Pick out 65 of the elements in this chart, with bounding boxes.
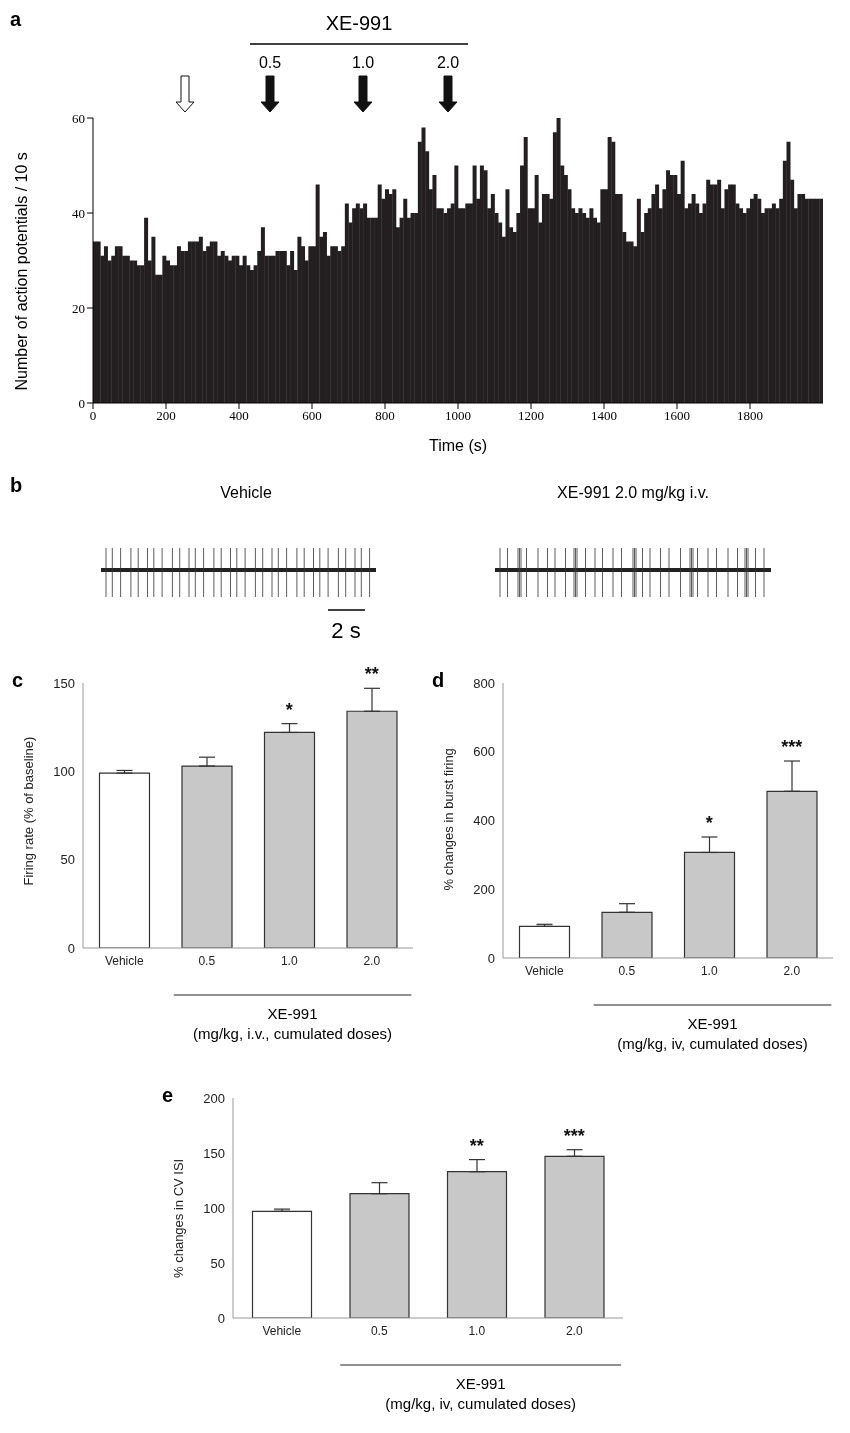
text: d bbox=[432, 669, 445, 691]
x-tick-label: 400 bbox=[229, 408, 249, 424]
x-tick-label: 1000 bbox=[445, 408, 471, 424]
y-tick-label: 20 bbox=[72, 300, 85, 316]
y-tick-label: 800 bbox=[473, 675, 495, 691]
y-tick-label: 0 bbox=[217, 1310, 225, 1326]
x-tick-label: Vehicle bbox=[104, 953, 144, 968]
y-tick-label: 40 bbox=[72, 205, 85, 221]
text: c bbox=[12, 669, 24, 691]
y-tick-label: 600 bbox=[473, 744, 495, 760]
y-tick-label: 50 bbox=[60, 852, 75, 868]
x-axis-title: XE-991 (mg/kg, iv, cumulated doses) bbox=[617, 1015, 808, 1052]
x-axis-title: Time (s) bbox=[428, 437, 488, 454]
text: b bbox=[10, 474, 23, 496]
text: a bbox=[10, 8, 22, 30]
x-tick-label: 0 bbox=[89, 408, 97, 424]
x-tick-label: 800 bbox=[375, 408, 395, 424]
text: 2 s bbox=[331, 618, 361, 643]
x-axis-title: XE-991 (mg/kg, iv, cumulated doses) bbox=[385, 1375, 576, 1412]
text: e bbox=[162, 1084, 174, 1106]
x-tick-label: 600 bbox=[302, 408, 322, 424]
y-tick-label: 0 bbox=[67, 940, 75, 956]
text: XE-991 2.0 mg/kg i.v. bbox=[557, 484, 709, 501]
x-tick-label: 2.0 bbox=[363, 953, 381, 968]
annotation: * bbox=[285, 699, 293, 720]
annotation: ** bbox=[364, 664, 379, 685]
y-tick-label: 400 bbox=[473, 813, 495, 829]
annotation: *** bbox=[781, 737, 803, 758]
y-tick-label: 100 bbox=[53, 763, 75, 779]
y-tick-label: 100 bbox=[203, 1200, 225, 1216]
text: 0.5 bbox=[258, 54, 282, 71]
x-tick-label: 2.0 bbox=[565, 1323, 583, 1338]
y-tick-label: 150 bbox=[203, 1145, 225, 1161]
y-tick-label: 50 bbox=[210, 1255, 225, 1271]
x-tick-label: Vehicle bbox=[262, 1323, 302, 1338]
x-tick-label: 1200 bbox=[518, 408, 544, 424]
y-tick-label: 200 bbox=[203, 1090, 225, 1106]
annotation: ** bbox=[469, 1135, 484, 1156]
x-tick-label: 1800 bbox=[737, 408, 763, 424]
x-tick-label: 0.5 bbox=[198, 953, 216, 968]
annotation: *** bbox=[563, 1125, 585, 1146]
y-axis-title: Number of action potentials / 10 s bbox=[12, 152, 30, 391]
y-axis-title: Firing rate (% of baseline) bbox=[20, 736, 36, 886]
x-tick-label: 1.0 bbox=[700, 963, 718, 978]
x-tick-label: 2.0 bbox=[783, 963, 801, 978]
y-tick-label: 60 bbox=[72, 110, 85, 126]
x-tick-label: 1600 bbox=[664, 408, 690, 424]
text: 1.0 bbox=[351, 54, 375, 71]
text: XE-991 bbox=[325, 12, 393, 34]
y-axis-title: % changes in burst firing bbox=[440, 748, 456, 891]
text: 2.0 bbox=[436, 54, 460, 71]
text: Vehicle bbox=[220, 484, 272, 501]
y-axis-title: % changes in CV ISI bbox=[170, 1158, 186, 1278]
x-tick-label: 0.5 bbox=[370, 1323, 388, 1338]
x-tick-label: 1400 bbox=[591, 408, 617, 424]
y-tick-label: 200 bbox=[473, 881, 495, 897]
x-tick-label: 1.0 bbox=[280, 953, 298, 968]
x-tick-label: 1.0 bbox=[468, 1323, 486, 1338]
x-axis-title: XE-991 (mg/kg, i.v., cumulated doses) bbox=[193, 1005, 393, 1042]
x-tick-label: 0.5 bbox=[618, 963, 636, 978]
y-tick-label: 0 bbox=[78, 395, 85, 411]
x-tick-label: Vehicle bbox=[524, 963, 564, 978]
annotation: * bbox=[705, 813, 713, 833]
x-tick-label: 200 bbox=[156, 408, 176, 424]
y-tick-label: 150 bbox=[53, 675, 75, 691]
